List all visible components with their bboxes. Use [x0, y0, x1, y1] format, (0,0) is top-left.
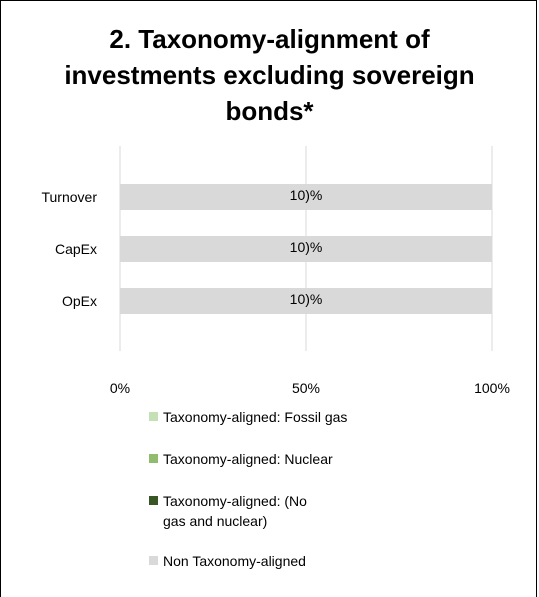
category-label: OpEx	[62, 293, 97, 309]
data-label: 10)%	[290, 239, 323, 255]
legend-swatch	[149, 496, 158, 505]
x-tick-label: 0%	[110, 380, 130, 396]
data-label: 10)%	[290, 291, 323, 307]
bar-chart: Turnover 10)% CapEx 10)% OpEx 10)% 0% 50% 100%	[41, 146, 510, 396]
x-tick-label: 50%	[292, 380, 320, 396]
legend-item: Taxonomy-aligned: (No gas and nuclear)	[149, 491, 323, 531]
category-label: Turnover	[41, 189, 97, 205]
legend-label: Taxonomy-aligned: (No gas and nuclear)	[163, 493, 307, 529]
data-label: 10)%	[290, 187, 323, 203]
legend-swatch	[149, 454, 158, 463]
bar-segment	[120, 184, 492, 210]
chart-title: 2. Taxonomy-alignment of investments exc…	[64, 24, 475, 126]
category-label: CapEx	[55, 241, 97, 257]
legend-swatch	[149, 556, 158, 565]
legend-item: Taxonomy-aligned: Fossil gas	[149, 407, 463, 427]
legend-item: Non Taxonomy-aligned	[149, 551, 463, 571]
legend-swatch	[149, 412, 158, 421]
x-tick-label: 100%	[474, 380, 510, 396]
legend-label: Taxonomy-aligned: Fossil gas	[163, 409, 348, 425]
legend-label: Non Taxonomy-aligned	[163, 553, 306, 569]
bar-segment	[120, 236, 492, 262]
legend-item: Taxonomy-aligned: Nuclear	[149, 449, 463, 469]
bar-segment	[120, 288, 492, 314]
legend-label: Taxonomy-aligned: Nuclear	[163, 451, 333, 467]
